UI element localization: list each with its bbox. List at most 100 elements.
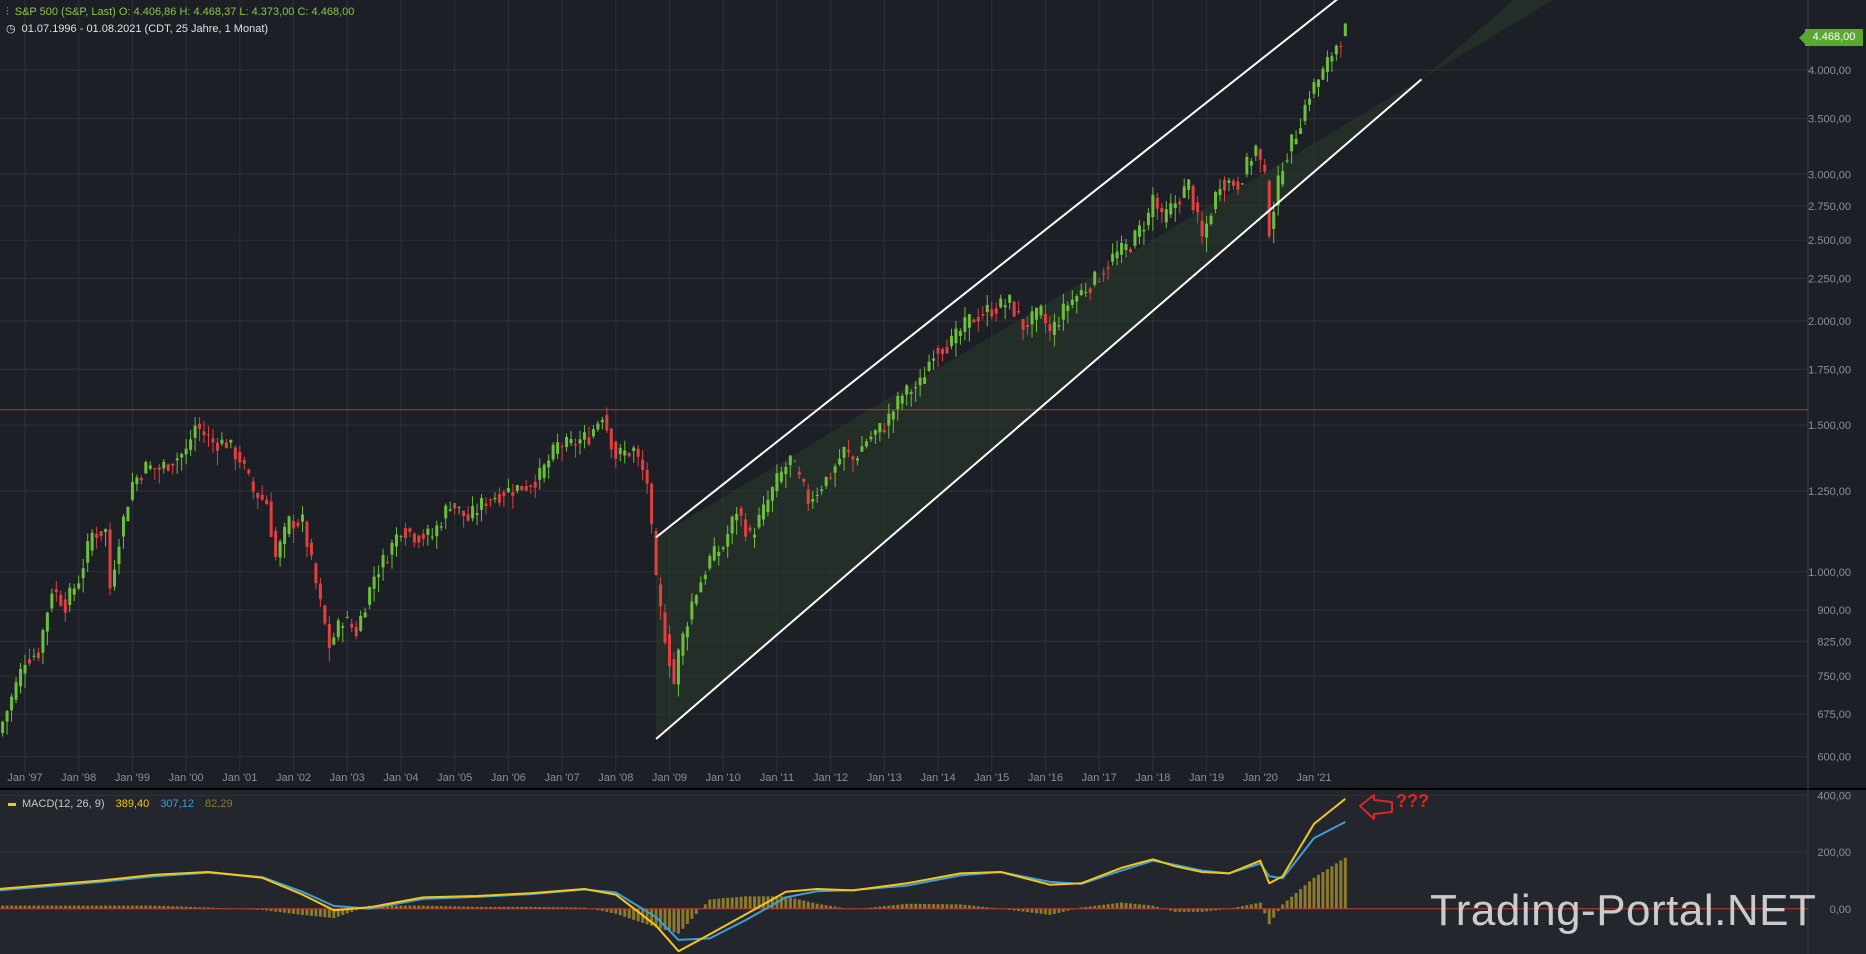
candle-down <box>654 530 658 576</box>
y-tick-label: 750,00 <box>1817 671 1851 683</box>
macd-hist-bar <box>681 908 685 929</box>
macd-hist-bar <box>945 904 949 909</box>
candle-up <box>905 385 909 395</box>
macd-hist-bar <box>770 896 774 909</box>
macd-hist-bar <box>323 908 327 918</box>
macd-hist-bar <box>793 898 797 909</box>
y-tick-label: 3.500,00 <box>1808 113 1851 125</box>
candle-down <box>574 444 578 446</box>
y-tick-label: 675,00 <box>1817 709 1851 721</box>
candle-up <box>542 464 546 478</box>
candle-down <box>744 519 748 537</box>
macd-hist-bar <box>184 906 188 909</box>
macd-hist-bar <box>941 904 945 909</box>
macd-hist-bar <box>296 908 300 915</box>
macd-hist-bar <box>471 906 475 909</box>
macd-hist-bar <box>1173 908 1177 912</box>
candle-up <box>1249 161 1253 166</box>
macd-hist-bar <box>748 896 752 909</box>
candle-up <box>162 461 166 469</box>
x-tick-label: Jan '97 <box>7 772 42 784</box>
candle-up <box>144 462 148 474</box>
candle-up <box>1334 45 1338 55</box>
candle-down <box>292 521 296 529</box>
candle-up <box>811 499 815 502</box>
macd-hist-bar <box>663 908 667 930</box>
macd-hist-bar <box>967 905 971 909</box>
candle-up <box>766 499 770 513</box>
candle-up <box>1093 271 1097 285</box>
macd-hist-bar <box>189 906 193 909</box>
x-tick-label: Jan '15 <box>974 772 1009 784</box>
macd-hist-bar <box>878 906 882 909</box>
candle-up <box>399 536 403 538</box>
macd-hist-bar <box>730 897 734 909</box>
candle-up <box>439 526 443 528</box>
macd-hist-bar <box>1182 908 1186 912</box>
macd-hist-bar <box>453 906 457 909</box>
candle-up <box>591 429 595 437</box>
candle-down <box>529 485 533 487</box>
candle-up <box>578 439 582 444</box>
macd-hist-bar <box>1339 860 1343 909</box>
candle-up <box>1146 213 1150 225</box>
candle-up <box>1299 128 1303 134</box>
macd-hist-bar <box>614 908 618 914</box>
macd-hist-bar <box>739 896 743 909</box>
candle-up <box>1070 299 1074 305</box>
macd-hist-bar <box>72 905 76 909</box>
candle-down <box>672 659 676 684</box>
candle-down <box>851 456 855 460</box>
candle-up <box>81 568 85 579</box>
candle-up <box>1137 225 1141 237</box>
candle-down <box>1258 149 1262 160</box>
macd-hist-bar <box>506 906 510 909</box>
macd-hist-bar <box>269 908 273 912</box>
candle-up <box>878 423 882 433</box>
candle-down <box>108 529 112 589</box>
macd-hist-bar <box>1079 907 1083 909</box>
macd-hist-bar <box>672 908 676 933</box>
y-tick-label: 1.000,00 <box>1808 567 1851 579</box>
candle-up <box>556 442 560 454</box>
candle-up <box>1075 296 1079 302</box>
candle-up <box>820 489 824 492</box>
candle-up <box>699 582 703 593</box>
macd-hist-bar <box>1191 908 1195 912</box>
candle-down <box>157 467 161 470</box>
macd-hist-bar <box>927 904 931 909</box>
candle-up <box>967 314 971 328</box>
channel-lower-line <box>655 78 1423 740</box>
candle-down <box>1222 179 1226 191</box>
macd-hist-bar <box>582 907 586 909</box>
x-tick-label: Jan '06 <box>491 772 526 784</box>
macd-hist-bar <box>905 903 909 909</box>
candle-up <box>770 487 774 501</box>
candle-down <box>54 589 58 593</box>
candle-down <box>314 563 318 584</box>
candle-down <box>882 429 886 433</box>
candle-down <box>748 527 752 531</box>
macd-hist-bar <box>1030 908 1034 913</box>
candle-down <box>256 493 260 499</box>
macd-hist-bar <box>1151 905 1155 909</box>
macd-hist-bar <box>524 906 528 909</box>
candle-down <box>1128 249 1132 253</box>
candle-up <box>582 432 586 440</box>
macd-y-tick-label: 400,00 <box>1817 791 1851 803</box>
macd-hist-bar <box>180 906 184 909</box>
macd-hist-bar <box>318 908 322 917</box>
candle-up <box>757 514 761 528</box>
candle-down <box>1017 311 1021 313</box>
macd-hist-bar <box>14 905 18 909</box>
macd-hist-bar <box>529 906 533 909</box>
candle-down <box>1102 273 1106 275</box>
macd-hist-bar <box>175 906 179 909</box>
x-tick-label: Jan '16 <box>1028 772 1063 784</box>
macd-hist-bar <box>336 908 340 917</box>
candle-down <box>511 492 515 496</box>
macd-hist-bar <box>600 908 604 912</box>
macd-hist-bar <box>891 905 895 909</box>
x-tick-label: Jan '09 <box>652 772 687 784</box>
macd-hist-bar <box>618 908 622 916</box>
